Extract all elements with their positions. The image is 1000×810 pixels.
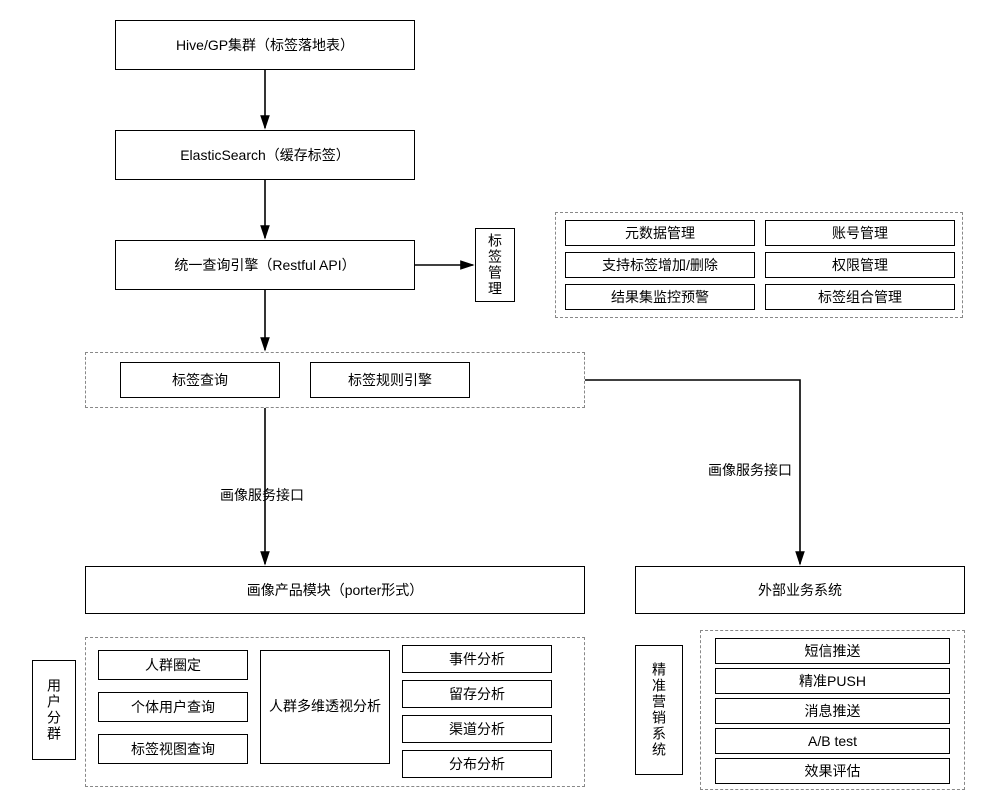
node-distribution-analysis: 分布分析 <box>402 750 552 778</box>
node-msg-push: 消息推送 <box>715 698 950 724</box>
node-tag-combo: 标签组合管理 <box>765 284 955 310</box>
node-es: ElasticSearch（缓存标签） <box>115 130 415 180</box>
node-profile-product: 画像产品模块（porter形式） <box>85 566 585 614</box>
svc-label-right: 画像服务接口 <box>708 460 792 480</box>
node-event-analysis: 事件分析 <box>402 645 552 673</box>
node-channel-analysis: 渠道分析 <box>402 715 552 743</box>
node-multi-analysis: 人群多维透视分析 <box>260 650 390 764</box>
node-perm-mgmt: 权限管理 <box>765 252 955 278</box>
node-user-group-label: 用户分群 <box>44 678 64 742</box>
diagram-canvas: Hive/GP集群（标签落地表） ElasticSearch（缓存标签） 统一查… <box>0 0 1000 810</box>
node-tag-query: 标签查询 <box>120 362 280 398</box>
node-user-group: 用户分群 <box>32 660 76 760</box>
svc-label-left: 画像服务接口 <box>220 485 304 505</box>
node-query-engine-label: 统一查询引擎（Restful API） <box>174 255 355 275</box>
node-profile-product-label: 画像产品模块（porter形式） <box>247 580 424 600</box>
node-retention-analysis: 留存分析 <box>402 680 552 708</box>
node-external-sys-label: 外部业务系统 <box>758 580 842 600</box>
node-sms-push: 短信推送 <box>715 638 950 664</box>
node-query-engine: 统一查询引擎（Restful API） <box>115 240 415 290</box>
node-tag-mgmt-label: 标签管理 <box>485 233 505 297</box>
node-marketing-sys-label: 精准营销系统 <box>649 662 669 758</box>
node-marketing-sys: 精准营销系统 <box>635 645 683 775</box>
node-external-sys: 外部业务系统 <box>635 566 965 614</box>
node-monitor: 结果集监控预警 <box>565 284 755 310</box>
node-es-label: ElasticSearch（缓存标签） <box>180 145 350 165</box>
node-tag-view-query: 标签视图查询 <box>98 734 248 764</box>
node-tag-mgmt: 标签管理 <box>475 228 515 302</box>
node-rule-engine: 标签规则引擎 <box>310 362 470 398</box>
node-hive: Hive/GP集群（标签落地表） <box>115 20 415 70</box>
node-individual-query: 个体用户查询 <box>98 692 248 722</box>
node-hive-label: Hive/GP集群（标签落地表） <box>176 35 354 55</box>
node-precise-push: 精准PUSH <box>715 668 950 694</box>
node-multi-analysis-label: 人群多维透视分析 <box>269 697 381 717</box>
node-account-mgmt: 账号管理 <box>765 220 955 246</box>
node-crowd-circle: 人群圈定 <box>98 650 248 680</box>
node-effect-eval: 效果评估 <box>715 758 950 784</box>
node-tag-crud: 支持标签增加/删除 <box>565 252 755 278</box>
node-meta-mgmt: 元数据管理 <box>565 220 755 246</box>
node-ab-test: A/B test <box>715 728 950 754</box>
